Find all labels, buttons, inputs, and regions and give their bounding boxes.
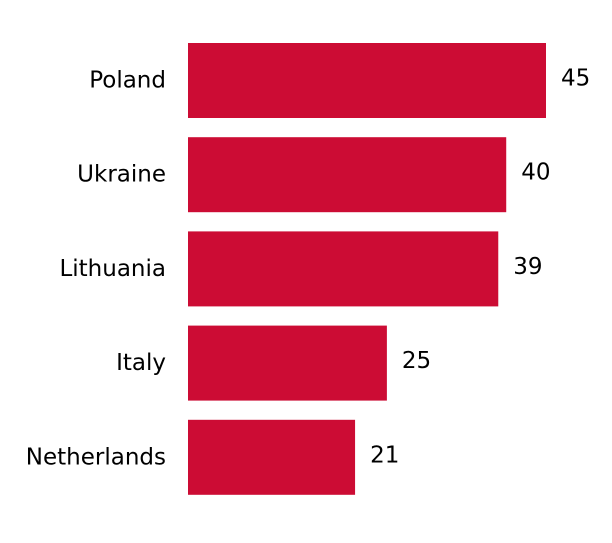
value-label-italy: 25 [402, 348, 431, 374]
bar-ukraine [188, 137, 507, 213]
value-labels-layer: 45 40 39 25 21 [370, 66, 590, 469]
category-label-lithuania: Lithuania [59, 256, 166, 282]
value-label-ukraine: 40 [521, 160, 550, 186]
value-label-netherlands: 21 [370, 442, 399, 468]
category-labels-layer: Poland Ukraine Lithuania Italy Netherlands [26, 68, 166, 471]
category-label-poland: Poland [89, 68, 166, 94]
value-label-poland: 45 [561, 66, 590, 92]
bar-italy [188, 325, 387, 401]
bar-poland [188, 43, 546, 118]
value-label-lithuania: 39 [513, 254, 542, 280]
bar-lithuania [188, 231, 499, 307]
category-label-italy: Italy [116, 350, 166, 376]
category-label-netherlands: Netherlands [26, 444, 166, 470]
category-label-ukraine: Ukraine [77, 162, 166, 188]
bars-layer [188, 43, 546, 495]
bar-netherlands [188, 419, 356, 495]
